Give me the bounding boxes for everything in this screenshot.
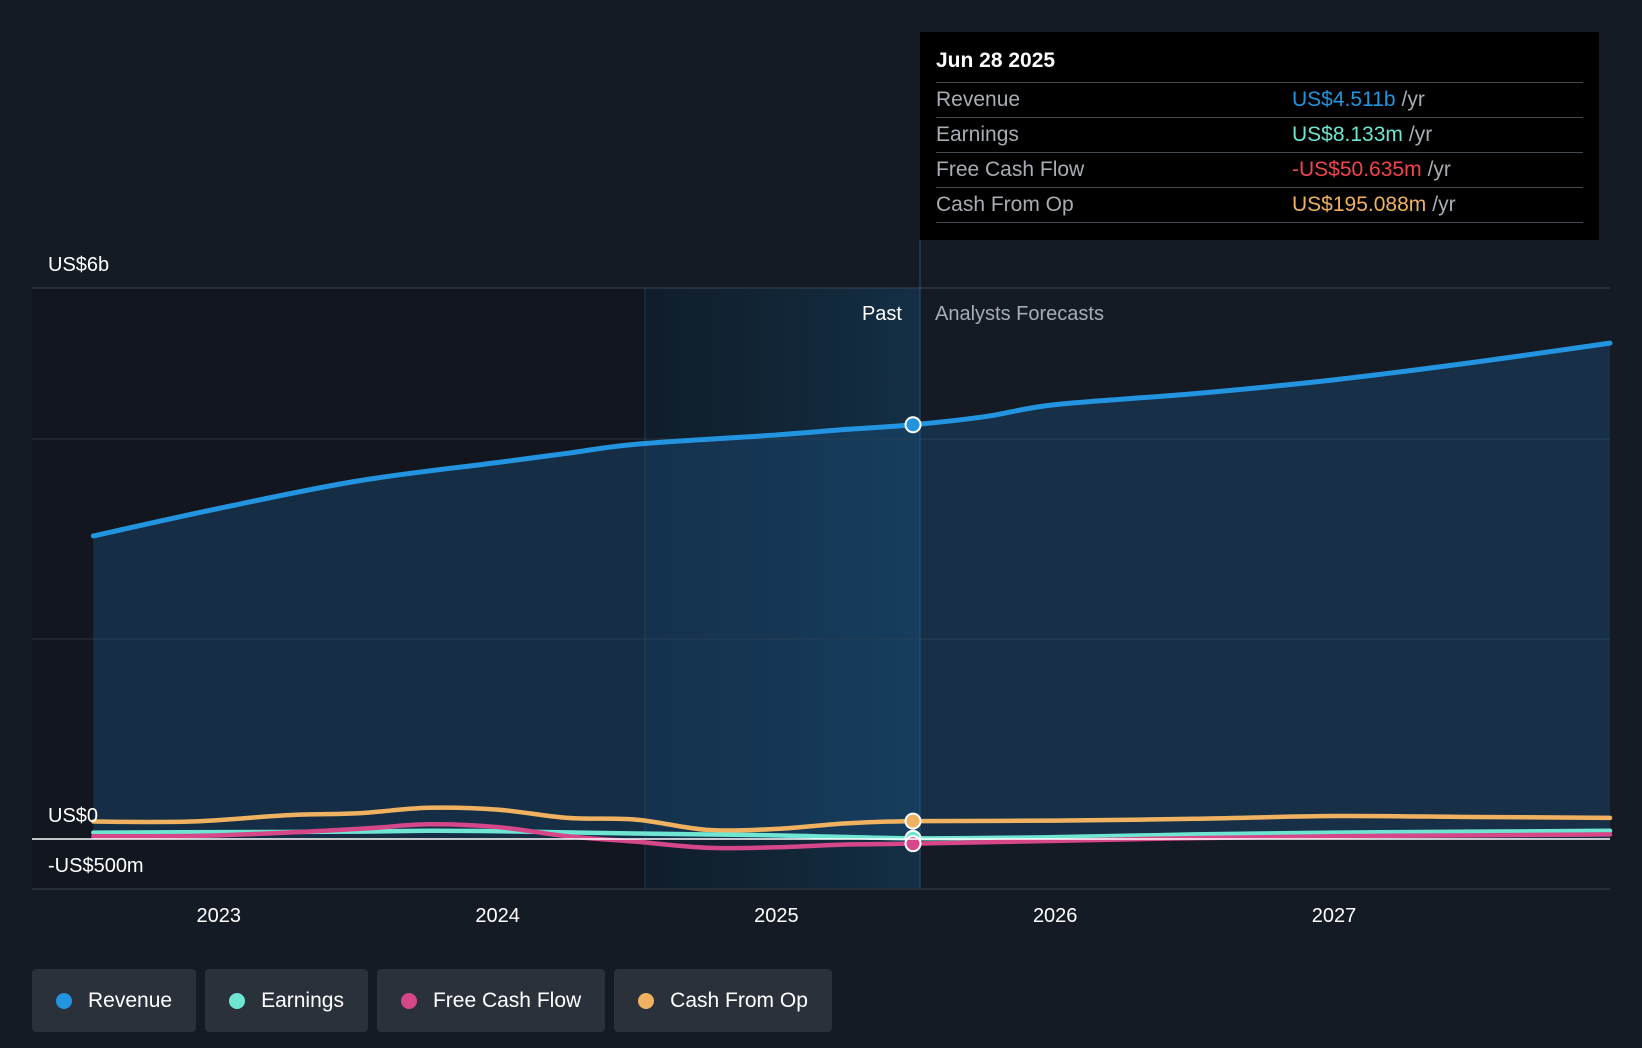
legend-item-revenue[interactable]: Revenue xyxy=(32,969,197,1032)
y-tick-label-zero: US$0 xyxy=(48,805,98,827)
tooltip-label: Cash From Op xyxy=(936,193,1074,216)
legend-label: Revenue xyxy=(88,988,173,1012)
legend-item-earnings[interactable]: Earnings xyxy=(205,969,368,1032)
legend-label: Earnings xyxy=(261,988,344,1012)
legend: Revenue Earnings Free Cash Flow Cash Fro… xyxy=(32,969,832,1032)
tooltip-value: US$8.133m xyxy=(1292,123,1403,146)
forecast-label: Analysts Forecasts xyxy=(935,303,1104,325)
tooltip-value: -US$50.635m xyxy=(1292,158,1422,181)
y-tick-label-top: US$6b xyxy=(48,254,109,276)
x-tick-label: 2027 xyxy=(1312,905,1357,927)
tooltip-date: Jun 28 2025 xyxy=(936,46,1583,83)
x-tick-label: 2023 xyxy=(197,905,242,927)
legend-item-cash-from-op[interactable]: Cash From Op xyxy=(614,969,832,1032)
tooltip-row-fcf: Free Cash Flow -US$50.635m /yr xyxy=(936,153,1583,188)
x-tick-label: 2025 xyxy=(754,905,799,927)
tooltip-unit: /yr xyxy=(1427,158,1451,181)
legend-item-free-cash-flow[interactable]: Free Cash Flow xyxy=(376,969,606,1032)
marker-revenue xyxy=(904,416,922,434)
tooltip-unit: /yr xyxy=(1432,193,1456,216)
tooltip-label: Revenue xyxy=(936,88,1021,111)
tooltip-row-cfo: Cash From Op US$195.088m /yr xyxy=(936,188,1583,223)
series-line-cash-from-op xyxy=(91,805,1613,833)
legend-dot-icon xyxy=(229,992,246,1009)
legend-dot-icon xyxy=(638,992,655,1009)
highlight-band xyxy=(645,288,920,888)
legend-dot-icon xyxy=(56,992,72,1009)
tooltip-value: US$195.088m xyxy=(1292,193,1427,216)
tooltip-label: Free Cash Flow xyxy=(936,158,1085,181)
series-line-free-cash-flow xyxy=(91,822,1613,851)
legend-label: Cash From Op xyxy=(670,988,808,1012)
tooltip-label: Earnings xyxy=(936,123,1019,146)
tooltip-unit: /yr xyxy=(1408,123,1433,146)
series-line-earnings xyxy=(91,828,1613,841)
tooltip-value: US$4.511b xyxy=(1292,88,1396,111)
tooltip-unit: /yr xyxy=(1401,88,1425,111)
x-tick-label: 2026 xyxy=(1033,905,1078,927)
tooltip: Jun 28 2025 Revenue US$4.511b /yr Earnin… xyxy=(920,32,1599,240)
series-line-revenue xyxy=(90,340,1613,539)
tooltip-row-revenue: Revenue US$4.511b /yr xyxy=(936,83,1583,118)
tooltip-row-earnings: Earnings US$8.133m /yr xyxy=(936,118,1583,153)
past-label: Past xyxy=(862,303,902,325)
y-tick-label-bottom: -US$500m xyxy=(48,855,144,877)
marker-free-cash-flow xyxy=(904,835,922,853)
legend-label: Free Cash Flow xyxy=(432,988,582,1012)
legend-dot-icon xyxy=(400,992,417,1009)
marker-cash-from-op xyxy=(904,812,922,830)
x-tick-label: 2024 xyxy=(475,905,520,927)
